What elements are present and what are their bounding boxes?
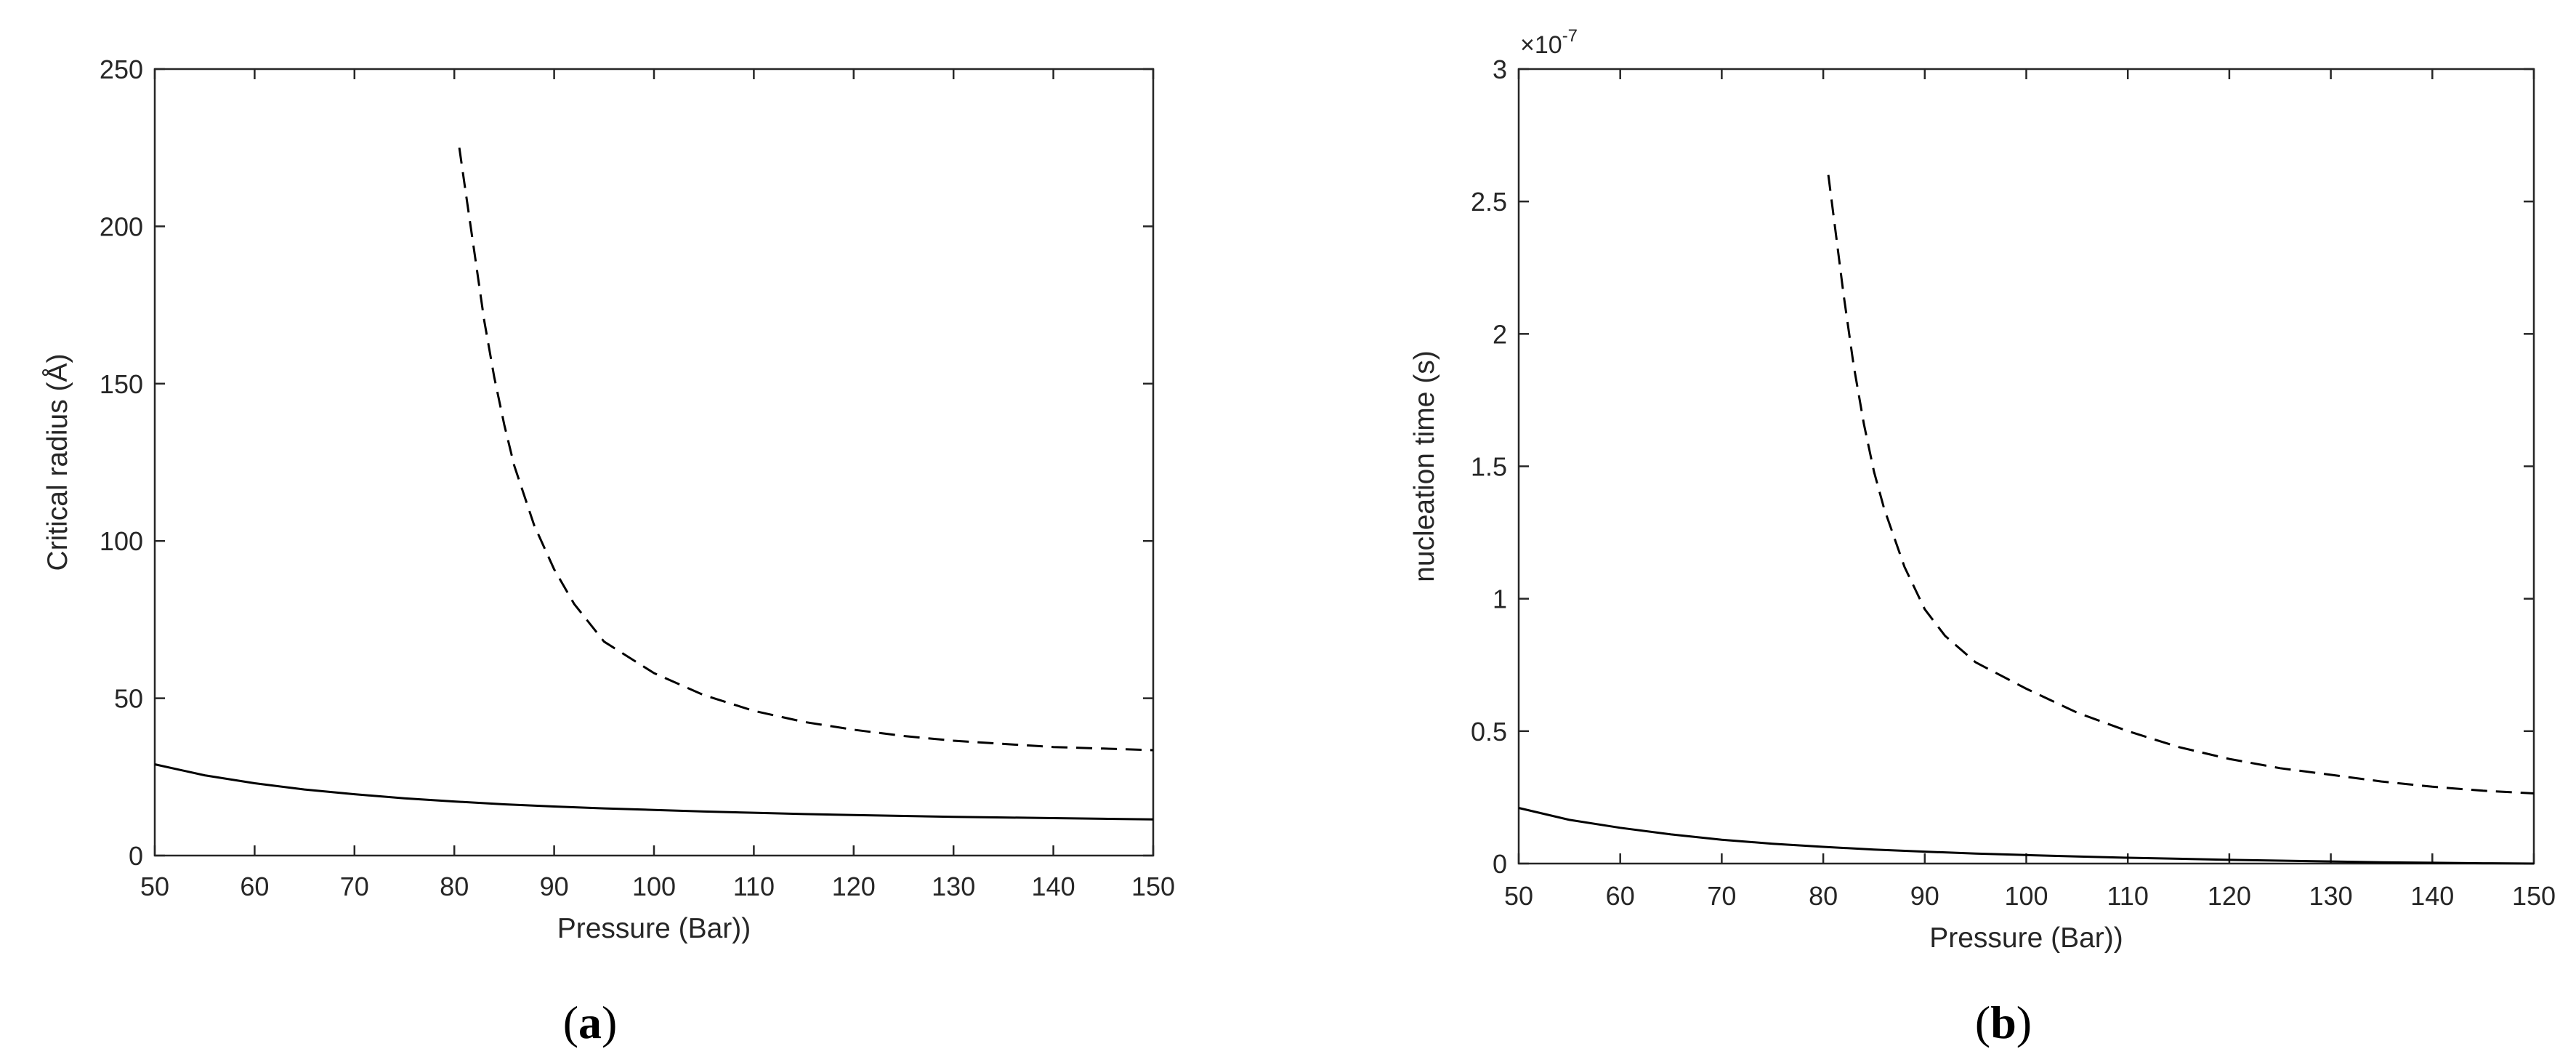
x-tick-label: 90 <box>540 872 569 901</box>
x-tick-label: 150 <box>1131 872 1175 901</box>
x-tick-label: 80 <box>440 872 469 901</box>
x-tick-label: 80 <box>1809 881 1838 911</box>
x-tick-label: 140 <box>1032 872 1075 901</box>
y-tick-label: 0 <box>1493 849 1507 879</box>
x-tick-label: 120 <box>2208 881 2251 911</box>
x-tick-label: 140 <box>2410 881 2454 911</box>
y-tick-label: 1.5 <box>1471 452 1507 482</box>
x-tick-label: 70 <box>1707 881 1736 911</box>
x-tick-label: 60 <box>240 872 269 901</box>
plot-frame <box>1517 68 2535 865</box>
x-tick-label: 130 <box>2309 881 2353 911</box>
series-solid-line <box>1518 807 2535 865</box>
x-tick-label: 150 <box>2512 881 2556 911</box>
y-axis-multiplier: ×10-7 <box>1520 26 1578 59</box>
plot-frame <box>153 68 1155 857</box>
x-axis-title: Pressure (Bar)) <box>557 913 751 944</box>
x-tick-label: 100 <box>632 872 676 901</box>
series-dashed-line <box>1827 174 2535 795</box>
x-tick-label: 110 <box>2107 881 2148 911</box>
x-tick-label: 90 <box>1910 881 1939 911</box>
y-tick-label: 1 <box>1493 584 1507 614</box>
panel-b-caption: (b) <box>1975 997 2032 1048</box>
y-axis-title: Critical radius (Å) <box>41 353 73 571</box>
x-tick-label: 50 <box>140 872 169 901</box>
y-tick-label: 0 <box>129 841 143 871</box>
x-tick-label: 50 <box>1504 881 1533 911</box>
series-dashed-line <box>458 147 1154 752</box>
panel-b-chart: 50 60 70 80 90 100 110 120 130 140 150 0 0.5 1 1.5 2 2.5… <box>1409 26 2556 954</box>
series-solid-line <box>154 763 1154 821</box>
x-tick-label: 100 <box>2004 881 2048 911</box>
y-tick-label: 200 <box>100 212 143 241</box>
y-tick-label: 100 <box>100 526 143 556</box>
y-tick-label: 2.5 <box>1471 187 1507 217</box>
panel-a-chart: 50 60 70 80 90 100 110 120 130 140 150050100150200… <box>41 55 1175 944</box>
x-tick-label: 110 <box>733 872 775 901</box>
x-tick-label: 70 <box>340 872 369 901</box>
x-tick-label: 130 <box>932 872 975 901</box>
y-tick-label: 2 <box>1493 319 1507 349</box>
y-axis-title: nucleation time (s) <box>1409 350 1440 582</box>
x-tick-label: 60 <box>1606 881 1635 911</box>
x-axis-title: Pressure (Bar)) <box>1929 922 2123 954</box>
y-tick-label: 3 <box>1493 55 1507 84</box>
y-tick-label: 150 <box>100 369 143 399</box>
y-tick-label: 0.5 <box>1471 717 1507 747</box>
x-tick-label: 120 <box>832 872 876 901</box>
y-tick-label: 50 <box>114 684 143 714</box>
y-tick-label: 250 <box>100 55 143 84</box>
panel-a-caption: (a) <box>563 997 618 1048</box>
